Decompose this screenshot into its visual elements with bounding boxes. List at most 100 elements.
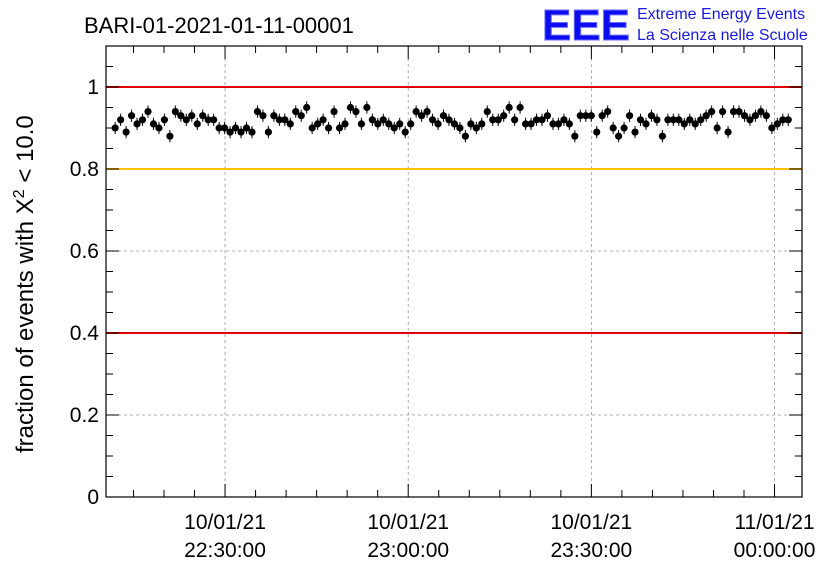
marker xyxy=(735,108,743,116)
chart-title: BARI-01-2021-01-11-00001 xyxy=(84,13,354,38)
marker xyxy=(210,116,218,124)
marker xyxy=(314,120,322,128)
marker xyxy=(324,124,333,132)
data-point xyxy=(319,113,327,126)
marker xyxy=(248,128,256,136)
data-point xyxy=(779,113,787,126)
data-point xyxy=(472,121,480,135)
marker xyxy=(226,128,234,136)
marker xyxy=(127,112,136,120)
marker xyxy=(740,112,749,120)
data-point xyxy=(587,109,595,122)
data-point xyxy=(215,121,223,135)
data-point xyxy=(286,117,294,131)
data-point xyxy=(647,109,656,122)
y-tick-label: 0.8 xyxy=(70,158,99,181)
data-point xyxy=(724,125,732,139)
marker xyxy=(434,120,442,128)
data-point xyxy=(122,125,130,139)
data-point xyxy=(423,105,431,118)
data-point xyxy=(368,113,376,126)
data-point xyxy=(412,105,420,118)
data-point xyxy=(401,125,409,139)
data-point xyxy=(527,117,535,131)
marker xyxy=(773,120,781,128)
data-point xyxy=(275,113,283,126)
marker xyxy=(587,112,595,120)
data-point xyxy=(160,113,169,126)
data-point xyxy=(237,125,245,139)
data-point xyxy=(445,113,453,126)
data-point xyxy=(680,117,688,131)
marker xyxy=(412,108,420,116)
data-point xyxy=(636,113,645,126)
data-point xyxy=(735,105,743,118)
data-point xyxy=(259,109,267,122)
data-point xyxy=(138,113,147,126)
plot-frame xyxy=(105,45,803,498)
marker xyxy=(729,108,738,116)
marker xyxy=(193,120,201,128)
data-point xyxy=(494,113,502,126)
marker xyxy=(779,116,787,124)
data-point xyxy=(242,121,251,135)
marker xyxy=(177,112,185,120)
data-point xyxy=(538,113,546,126)
data-point xyxy=(314,117,322,131)
marker xyxy=(138,116,147,124)
data-point xyxy=(461,130,469,143)
marker xyxy=(221,124,229,132)
data-point xyxy=(155,121,163,135)
data-point xyxy=(166,130,174,143)
data-point xyxy=(199,109,207,122)
marker xyxy=(467,120,475,128)
data-point xyxy=(210,113,218,126)
y-axis-label-suffix: < 10.0 xyxy=(12,115,39,182)
marker xyxy=(724,128,732,136)
reference-lines xyxy=(106,86,802,334)
marker xyxy=(396,120,404,128)
y-axis-label-prefix: fraction of events with xyxy=(12,221,39,453)
data-point xyxy=(292,105,300,118)
marker xyxy=(385,120,393,128)
x-tick-date: 10/01/21 xyxy=(184,511,266,534)
data-point xyxy=(357,117,366,131)
data-point xyxy=(658,130,666,143)
marker xyxy=(718,108,727,116)
marker xyxy=(680,120,688,128)
data-point xyxy=(543,109,552,122)
data-point xyxy=(691,117,699,131)
marker xyxy=(242,124,251,132)
data-point xyxy=(516,101,524,114)
marker xyxy=(702,112,710,120)
data-point xyxy=(204,113,212,126)
y-tick-label: 0.2 xyxy=(70,404,99,427)
x-tick-time: 00:00:00 xyxy=(734,539,816,562)
marker xyxy=(215,124,223,132)
marker xyxy=(697,116,705,124)
data-point xyxy=(729,105,738,118)
marker xyxy=(582,112,590,120)
data-point xyxy=(374,117,382,131)
data-point xyxy=(697,113,705,126)
marker xyxy=(565,120,573,128)
data-point xyxy=(642,117,650,131)
marker xyxy=(171,108,179,116)
marker xyxy=(144,108,152,116)
marker xyxy=(379,116,387,124)
data-point xyxy=(171,105,179,118)
marker xyxy=(407,120,415,128)
marker xyxy=(445,116,453,124)
data-point xyxy=(281,113,289,126)
marker xyxy=(489,116,497,124)
marker xyxy=(511,116,519,124)
marker xyxy=(751,112,760,120)
marker xyxy=(516,103,524,112)
data-point xyxy=(231,121,240,135)
marker xyxy=(521,120,530,128)
data-point xyxy=(182,113,190,126)
marker xyxy=(275,116,283,124)
marker xyxy=(286,120,294,128)
x-tick-time: 22:30:00 xyxy=(184,539,266,562)
data-point xyxy=(456,121,464,135)
